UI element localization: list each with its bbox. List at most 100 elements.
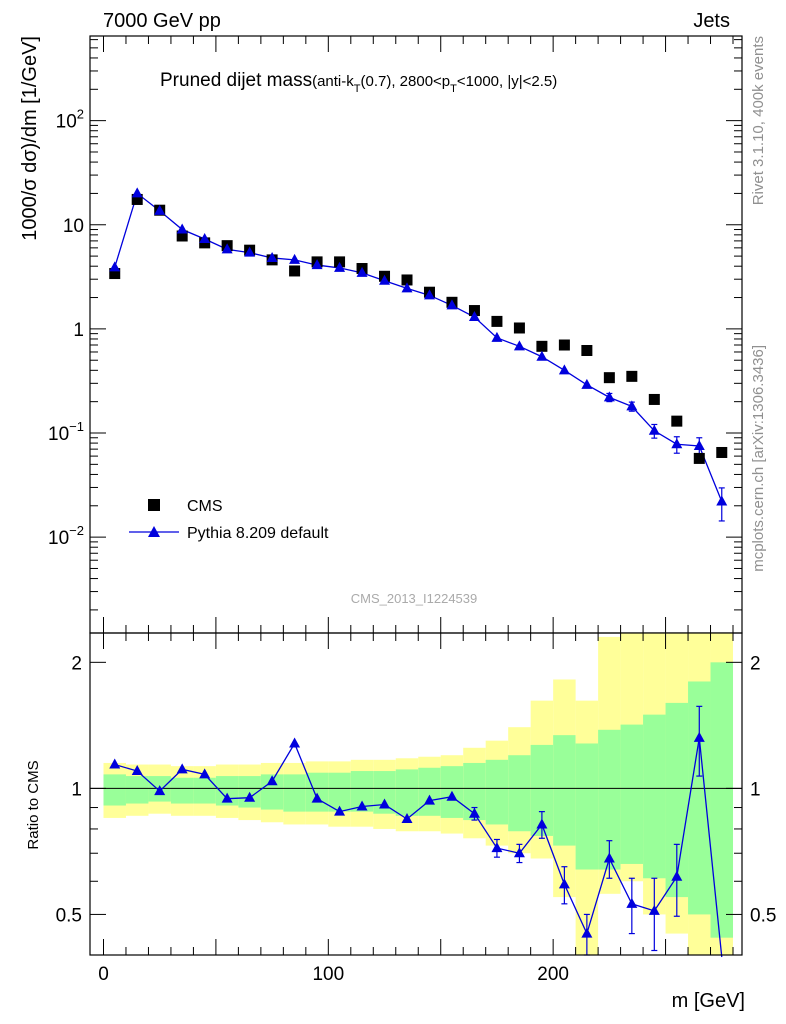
ratio-point-1 <box>131 765 143 776</box>
cms-point-22 <box>603 372 615 384</box>
ratio-point-13 <box>401 813 413 824</box>
cms-point-24 <box>648 393 660 405</box>
ratio-band-inner-23 <box>620 724 644 864</box>
pythia-point-12 <box>379 274 391 285</box>
pythia-point-21 <box>581 378 593 389</box>
ratio-xtick-label-1: 100 <box>312 964 344 985</box>
pythia-point-4 <box>199 232 211 243</box>
cms-point-13 <box>401 274 413 286</box>
pythia-point-11 <box>356 266 368 277</box>
cms-point-16 <box>468 305 480 317</box>
top-ytick-label-4: 10−2 <box>48 523 84 549</box>
cms-point-27 <box>716 446 728 458</box>
ratio-ytick-label-right-2: 2 <box>750 653 761 674</box>
top-ytick-label-0: 102 <box>56 107 84 133</box>
pythia-point-5 <box>221 243 233 254</box>
ratio-band-inner-27 <box>710 662 734 938</box>
cms-point-0 <box>109 268 121 280</box>
cms-point-25 <box>671 415 683 427</box>
pythia-point-19 <box>536 350 548 361</box>
top-ytick-label-2: 1 <box>73 320 84 341</box>
ratio-point-3 <box>176 763 188 774</box>
pythia-point-6 <box>244 246 256 257</box>
ratio-point-16 <box>468 807 480 818</box>
ratio-band-inner-7 <box>260 774 284 810</box>
ratio-point-2 <box>154 785 166 796</box>
ratio-band-inner-8 <box>283 774 306 812</box>
ratio-plot-panel: 0 100 200 0.5 0.5 1 1 2 2 <box>56 632 776 985</box>
cms-point-1 <box>131 193 143 205</box>
header-left: 7000 GeV pp <box>103 10 221 32</box>
top-ytick-label-base-3: 10 <box>48 424 69 445</box>
ratio-xtick-label-2: 200 <box>537 964 569 985</box>
ratio-xtick-label-0: 0 <box>98 964 109 985</box>
legend-pythia-label: Pythia 8.209 default <box>187 525 329 542</box>
ratio-band-inner-18 <box>508 755 531 832</box>
ratio-band-inner-17 <box>485 759 509 825</box>
pythia-series-line <box>114 192 723 502</box>
cms-point-3 <box>176 230 188 242</box>
ratio-series-line <box>114 737 723 958</box>
ratio-point-10 <box>334 805 346 816</box>
top-ytick-label-base-0: 10 <box>56 112 77 133</box>
plot-title-sub-3: (0.7), 2800<p <box>361 73 451 90</box>
pythia-point-20 <box>558 364 570 375</box>
ratio-band-inner-25 <box>665 702 689 898</box>
ratio-band-inner-24 <box>643 714 666 879</box>
cms-point-8 <box>289 265 301 277</box>
ratio-point-4 <box>199 768 211 779</box>
plot-title-sub-1: (anti-k <box>312 73 354 90</box>
pythia-point-13 <box>401 282 413 293</box>
ratio-point-21 <box>581 927 593 938</box>
top-frame <box>89 35 743 634</box>
ratio-point-23 <box>626 897 638 908</box>
ratio-band-inner-11 <box>350 771 374 812</box>
ratio-point-8 <box>289 737 301 748</box>
pythia-point-9 <box>311 259 323 270</box>
mcplots-reference-label: mcplots.cern.ch [arXiv:1306.3436] <box>750 345 767 572</box>
pythia-point-23 <box>626 400 638 411</box>
pythia-point-3 <box>176 223 188 234</box>
ratio-point-24 <box>648 904 660 915</box>
ratio-point-18 <box>513 847 525 858</box>
plot-title: Pruned dijet mass(anti-kT(0.7), 2800<pT<… <box>160 70 557 95</box>
ratio-band-inner-22 <box>598 729 621 870</box>
pythia-point-0 <box>109 261 121 272</box>
pythia-point-25 <box>671 438 683 449</box>
ratio-band-inner-14 <box>418 767 441 816</box>
cms-point-26 <box>693 452 705 464</box>
legend-cms-label: CMS <box>187 498 223 515</box>
ratio-point-5 <box>221 792 233 803</box>
ratio-ytick-label-left-1: 1 <box>71 779 82 800</box>
plot-title-sub-2: T <box>354 83 361 95</box>
top-ytick-label-exp-0: 2 <box>77 107 84 122</box>
ratio-point-26 <box>693 731 705 742</box>
ratio-point-7 <box>266 775 278 786</box>
ratio-band-inner-12 <box>373 771 396 814</box>
pythia-point-27 <box>716 495 728 506</box>
ratio-point-0 <box>109 758 121 769</box>
ratio-point-14 <box>423 794 435 805</box>
ratio-point-17 <box>491 842 503 853</box>
ratio-band-inner-16 <box>463 762 486 821</box>
plot-title-main: Pruned dijet mass <box>160 70 312 91</box>
top-ytick-label-base-1: 10 <box>63 216 84 237</box>
cms-point-19 <box>536 340 548 352</box>
ratio-band-inner-1 <box>125 776 149 804</box>
pythia-point-8 <box>289 253 301 264</box>
ratio-band-inner-4 <box>193 777 216 804</box>
ratio-band-inner-19 <box>530 744 554 836</box>
pythia-point-7 <box>266 251 278 262</box>
ratio-band-inner-3 <box>170 777 194 804</box>
x-axis-label: m [GeV] <box>672 990 745 1012</box>
ratio-ytick-label-right-0: 0.5 <box>750 905 776 926</box>
ratio-point-6 <box>244 791 256 802</box>
top-ytick-label-exp-3: −1 <box>69 419 84 434</box>
top-ytick-label-exp-4: −2 <box>69 523 84 538</box>
legend-pythia-marker <box>148 526 160 537</box>
top-ytick-label-base-4: 10 <box>48 528 69 549</box>
pythia-point-24 <box>648 424 660 435</box>
top-ytick-label-base-2: 1 <box>73 320 84 341</box>
